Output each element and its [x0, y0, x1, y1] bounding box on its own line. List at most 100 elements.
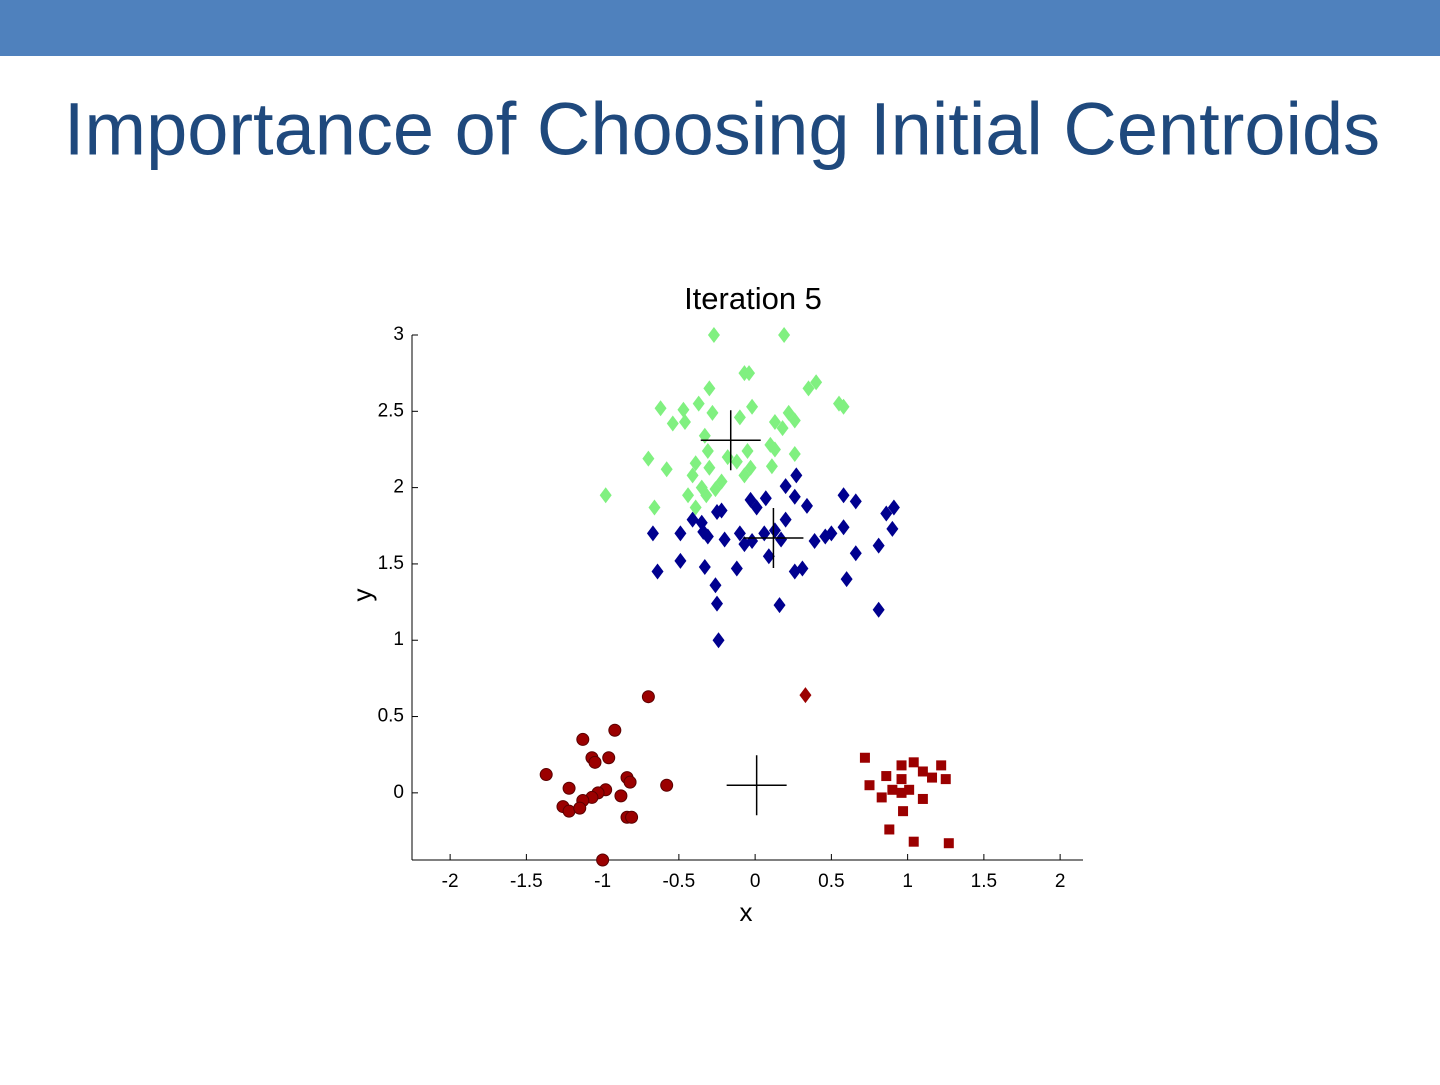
- point: [689, 499, 702, 516]
- x-tick-label: -1: [594, 871, 611, 892]
- point: [872, 537, 885, 554]
- point: [762, 548, 775, 565]
- point: [596, 853, 610, 867]
- x-tick-label: 1: [902, 871, 913, 892]
- point: [810, 374, 823, 391]
- point: [706, 404, 719, 421]
- centroid: [700, 410, 761, 471]
- point: [700, 487, 713, 504]
- x-tick-label: -0.5: [663, 871, 696, 892]
- point: [642, 450, 655, 467]
- point: [743, 365, 756, 382]
- point: [776, 420, 789, 437]
- point: [746, 398, 759, 415]
- point: [788, 446, 801, 463]
- x-tick-label: 0.5: [818, 871, 844, 892]
- point: [651, 563, 664, 580]
- point: [660, 461, 673, 478]
- point: [773, 597, 786, 614]
- x-tick-label: -2: [442, 871, 459, 892]
- point: [701, 528, 714, 545]
- point: [666, 415, 679, 432]
- point: [562, 804, 576, 818]
- point: [765, 458, 778, 475]
- point: [768, 413, 781, 430]
- point: [790, 467, 803, 484]
- point: [940, 774, 951, 785]
- point: [917, 766, 928, 777]
- point: [904, 784, 915, 795]
- point: [741, 442, 754, 459]
- x-tick-label: 0: [750, 871, 761, 892]
- point: [896, 774, 907, 785]
- y-tick-label: 1: [393, 629, 404, 650]
- point: [808, 533, 821, 550]
- point: [880, 505, 893, 522]
- point: [682, 487, 695, 504]
- point: [898, 806, 909, 817]
- point: [698, 558, 711, 575]
- y-tick-label: 2: [393, 477, 404, 498]
- header-bar: [0, 0, 1440, 56]
- point: [908, 836, 919, 847]
- point: [927, 772, 938, 783]
- point: [779, 511, 792, 528]
- point: [730, 560, 743, 577]
- point: [884, 824, 895, 835]
- x-tick-label: 1.5: [971, 871, 997, 892]
- point: [712, 632, 725, 649]
- point: [849, 545, 862, 562]
- point: [678, 413, 691, 430]
- y-tick-label: 3: [393, 324, 404, 345]
- point: [648, 499, 661, 516]
- point: [718, 531, 731, 548]
- point: [602, 751, 616, 765]
- y-axis-label: y: [347, 589, 377, 602]
- x-tick-label: 2: [1055, 871, 1066, 892]
- x-axis-label: x: [740, 897, 753, 927]
- point: [562, 781, 576, 795]
- point: [840, 571, 853, 588]
- point: [539, 768, 553, 782]
- centroid: [743, 507, 804, 568]
- point: [864, 780, 875, 791]
- point: [779, 478, 792, 495]
- point: [623, 775, 637, 789]
- point: [576, 732, 590, 746]
- point: [802, 380, 815, 397]
- point: [908, 757, 919, 768]
- point: [641, 690, 655, 704]
- point: [730, 453, 743, 470]
- point: [872, 601, 885, 618]
- point: [654, 400, 667, 417]
- point: [674, 552, 687, 569]
- point: [746, 533, 759, 550]
- point: [876, 792, 887, 803]
- point: [703, 459, 716, 476]
- point: [686, 511, 699, 528]
- point: [709, 577, 722, 594]
- point: [943, 838, 954, 849]
- point: [796, 560, 809, 577]
- y-tick-label: 0: [393, 782, 404, 803]
- y-tick-label: 1.5: [378, 553, 404, 574]
- point: [837, 398, 850, 415]
- point: [614, 789, 628, 803]
- point: [646, 525, 659, 542]
- point: [896, 760, 907, 771]
- point: [703, 380, 716, 397]
- point: [800, 497, 813, 514]
- point: [599, 487, 612, 504]
- point: [711, 504, 723, 521]
- point: [936, 760, 947, 771]
- point: [707, 327, 720, 343]
- point: [625, 810, 639, 824]
- point: [886, 520, 899, 537]
- point: [837, 519, 850, 536]
- point: [887, 499, 900, 516]
- point: [711, 595, 723, 612]
- point: [788, 412, 801, 429]
- point: [837, 487, 850, 504]
- point: [859, 752, 870, 763]
